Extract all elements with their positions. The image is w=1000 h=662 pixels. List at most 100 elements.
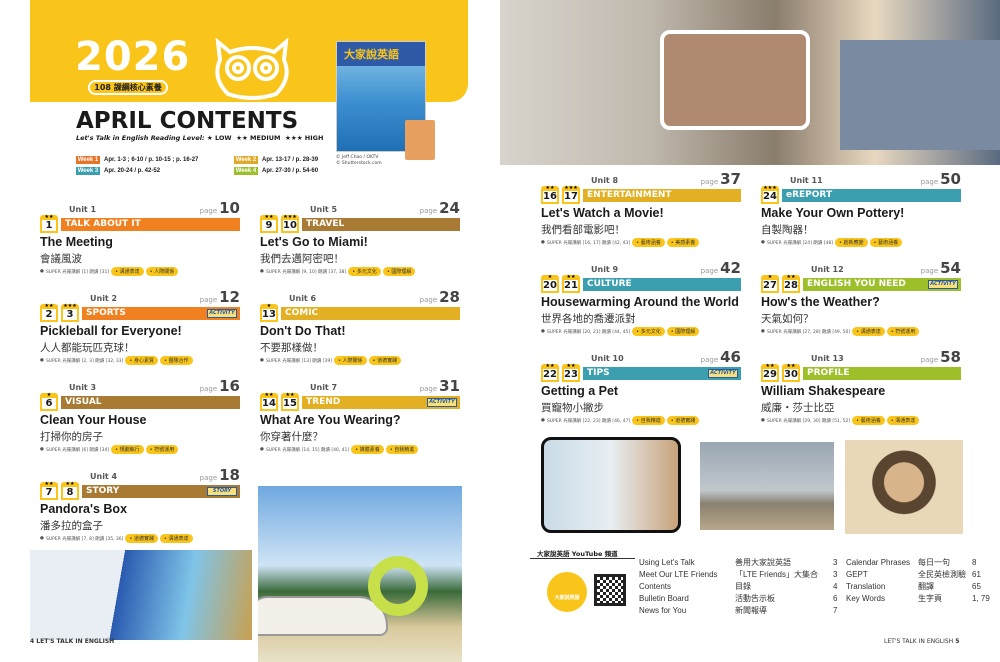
article-number-box: ★★★ 24 — [761, 185, 779, 204]
page-ref: page 54 — [921, 259, 961, 277]
index-item[interactable]: Contents 目錄 4 — [639, 581, 837, 593]
category-bar: ENTERTAINMENT — [583, 189, 741, 202]
page-number: 10 — [219, 199, 240, 217]
index-item[interactable]: News for You 新聞報導 7 — [639, 605, 837, 617]
article-title[interactable]: Getting a Pet — [541, 384, 619, 398]
article-info: ● SUPER 光碟講解 [29, 30] 朗讀 [51, 52] • 藝術涵養 • … — [761, 416, 920, 425]
bullet-icon: ● — [40, 447, 44, 452]
article-title[interactable]: The Meeting — [40, 235, 113, 249]
page-number: 5 — [955, 638, 960, 645]
index-zh: 生字頁 — [918, 594, 942, 603]
article-number-box: ★★ 29 — [761, 363, 779, 382]
article-title-zh: 會議風波 — [40, 253, 82, 265]
reading-level-stars: ★★ — [786, 274, 796, 280]
category-label: COMIC — [285, 308, 319, 318]
article-number-box: ★★ 22 — [541, 363, 559, 382]
tag-text: 媒體素養 — [359, 447, 380, 453]
article-title[interactable]: Make Your Own Pottery! — [761, 206, 905, 220]
index-zh: 目錄 — [735, 582, 751, 591]
index-en: Bulletin Board — [639, 594, 689, 603]
article-title[interactable]: Don't Do That! — [260, 324, 346, 338]
tag-text: 藝術涵養 — [860, 418, 881, 424]
page-number: 12 — [219, 288, 240, 306]
youtube-channel-logo[interactable]: 大家說英語 — [547, 572, 587, 612]
tag-text: 溝通表達 — [895, 418, 916, 424]
competency-tag: • 團隊合作 — [159, 356, 193, 365]
index-zh: 活動告示板 — [735, 594, 775, 603]
index-item[interactable]: Using Let's Talk 善用大家說英語 3 — [639, 557, 837, 569]
index-item[interactable]: GEPT 全民英檢測驗 61 — [846, 569, 990, 581]
reading-level-stars: ★★ — [566, 363, 576, 369]
index-zh: 翻譯 — [918, 582, 934, 591]
competency-tag: • 媒體素養 — [351, 445, 384, 454]
article-info: ● SUPER 光碟講解 [14, 15] 朗讀 [40, 41] • 媒體素養 • … — [260, 445, 419, 454]
article-title[interactable]: Let's Watch a Movie! — [541, 206, 664, 220]
level-low: ★ LOW — [206, 134, 232, 142]
audio-info: SUPER 光碟講解 [1] 朗讀 [31] — [45, 269, 110, 275]
competency-tag: • 溝通表達 — [886, 416, 920, 425]
article-number-box: ★★ 15 — [281, 392, 299, 411]
competency-tag: • 藝術涵養 — [869, 238, 903, 247]
article-title[interactable]: Pickleball for Everyone! — [40, 324, 182, 338]
owl-logo-icon — [215, 38, 289, 100]
article-number: 10 — [283, 220, 297, 231]
article-number: 7 — [42, 487, 56, 498]
article-title[interactable]: Pandora's Box — [40, 502, 128, 516]
article-number-box: ★★ 8 — [61, 481, 79, 500]
qr-code[interactable] — [594, 574, 626, 606]
index-page: 4 — [833, 582, 838, 591]
article-info: ● SUPER 光碟講解 [16, 17] 朗讀 [42, 43] • 藝術涵養 • … — [541, 238, 700, 247]
article-number: 9 — [262, 220, 276, 231]
article-title[interactable]: Housewarming Around the World — [541, 295, 739, 309]
page-word: page — [199, 296, 218, 304]
index-item[interactable]: Key Words 生字頁 1, 79 — [846, 593, 990, 605]
index-item[interactable]: Meet Our LTE Friends 「LTE Friends」大集合 3 — [639, 569, 837, 581]
article-title[interactable]: Clean Your House — [40, 413, 147, 427]
category-bar: SPORTS ACTIVITY — [82, 307, 240, 320]
article-title-zh: 人人都能玩匹克球！ — [40, 342, 135, 354]
article-title[interactable]: Let's Go to Miami! — [260, 235, 368, 249]
article-number-box: ★ 6 — [40, 392, 58, 411]
bullet-icon: ● — [761, 418, 765, 423]
page-ref: page 28 — [420, 288, 460, 306]
index-en: GEPT — [846, 570, 868, 579]
tag-text: 自我精進 — [394, 447, 415, 453]
page-word: page — [419, 296, 438, 304]
article-title[interactable]: What Are You Wearing? — [260, 413, 401, 427]
audio-info: SUPER 光碟講解 [9, 10] 朗讀 [37, 38] — [265, 269, 347, 275]
competency-tag: • 道德實踐 — [666, 416, 700, 425]
category-bar: eREPORT — [782, 189, 961, 202]
tag-text: 藝術涵養 — [640, 240, 661, 246]
article-title-zh: 買寵物小撇步 — [541, 402, 604, 414]
category-label: TALK ABOUT IT — [65, 219, 141, 229]
competency-tag: • 藝術涵養 — [632, 238, 665, 247]
category-bar: CULTURE — [583, 278, 741, 291]
index-item[interactable]: Bulletin Board 活動告示板 6 — [639, 593, 837, 605]
article-number: 17 — [564, 191, 578, 202]
bullet-icon: ● — [541, 240, 545, 245]
week-schedule: Week 1 Apr. 1-3 ; 6-10 / p. 10-15 ; p. 16… — [76, 154, 318, 176]
article-number-box: ★ 20 — [541, 274, 559, 293]
page-ref: page 16 — [200, 377, 240, 395]
unit-label: Unit 11 — [790, 176, 823, 185]
hotel-illustration — [405, 120, 435, 160]
bullet-icon: ● — [40, 536, 44, 541]
bullet-icon: ● — [541, 329, 545, 334]
category-bar: TALK ABOUT IT — [61, 218, 240, 231]
category-label: PROFILE — [807, 368, 850, 378]
index-item[interactable]: Calendar Phrases 每日一句 8 — [846, 557, 990, 569]
tag-text: 規劃執行 — [119, 447, 140, 453]
footer-text: LET'S TALK IN ENGLISH — [884, 638, 954, 645]
index-page: 61 — [972, 570, 981, 579]
reading-level-label: Let's Talk in English Reading Level: — [76, 134, 205, 142]
article-info: ● SUPER 光碟講解 [9, 10] 朗讀 [37, 38] • 多元文化 • 國… — [260, 267, 416, 276]
footer-text: LET'S TALK IN ENGLISH — [36, 638, 115, 645]
index-item[interactable]: Translation 翻譯 65 — [846, 581, 990, 593]
article-title[interactable]: How's the Weather? — [761, 295, 880, 309]
reading-level-stars: ★★ — [545, 363, 555, 369]
tag-text: 美感素養 — [675, 240, 696, 246]
bullet-icon: ● — [40, 269, 44, 274]
reading-level-stars: ★ — [266, 303, 272, 309]
article-title[interactable]: William Shakespeare — [761, 384, 886, 398]
category-bar: TREND ACTIVITY — [302, 396, 460, 409]
